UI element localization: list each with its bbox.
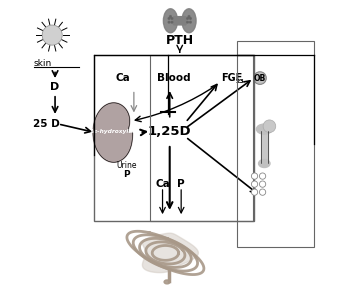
Circle shape [251,189,258,195]
Circle shape [42,25,62,45]
Text: Ca: Ca [155,179,170,189]
Text: 25 D: 25 D [33,119,60,129]
Circle shape [171,18,173,19]
Text: D: D [50,82,60,92]
Text: 1,25D: 1,25D [148,125,191,138]
Text: OB: OB [254,73,266,83]
Ellipse shape [164,9,177,33]
Bar [150,55,253,221]
Text: 23: 23 [235,79,244,84]
Ellipse shape [256,124,272,134]
Circle shape [168,21,170,23]
Circle shape [187,21,188,23]
Circle shape [251,173,258,179]
Polygon shape [93,103,133,162]
Text: P: P [124,170,130,179]
Circle shape [168,18,170,19]
Text: skin: skin [33,59,52,68]
Text: Ca: Ca [115,73,130,83]
Ellipse shape [164,280,170,284]
Circle shape [251,181,258,187]
Text: Urine: Urine [117,161,137,170]
FancyBboxPatch shape [173,17,186,25]
Circle shape [259,189,266,195]
Ellipse shape [259,160,270,168]
Text: FGF: FGF [221,73,243,83]
Bar [94,55,254,221]
Circle shape [171,21,173,23]
Circle shape [169,16,171,17]
Circle shape [259,181,266,187]
Ellipse shape [182,9,196,33]
Bar [261,131,268,163]
Circle shape [190,21,191,23]
Text: Blood: Blood [157,73,191,83]
Bar [237,41,315,247]
Circle shape [190,18,191,19]
Circle shape [263,120,276,132]
Circle shape [254,72,266,84]
Polygon shape [142,233,198,273]
Circle shape [259,173,266,179]
Circle shape [188,16,190,17]
Text: 1α-hydroxylase: 1α-hydroxylase [90,129,141,134]
Circle shape [187,18,188,19]
Text: P: P [177,179,185,189]
Text: PTH: PTH [166,34,194,47]
Polygon shape [94,104,132,161]
